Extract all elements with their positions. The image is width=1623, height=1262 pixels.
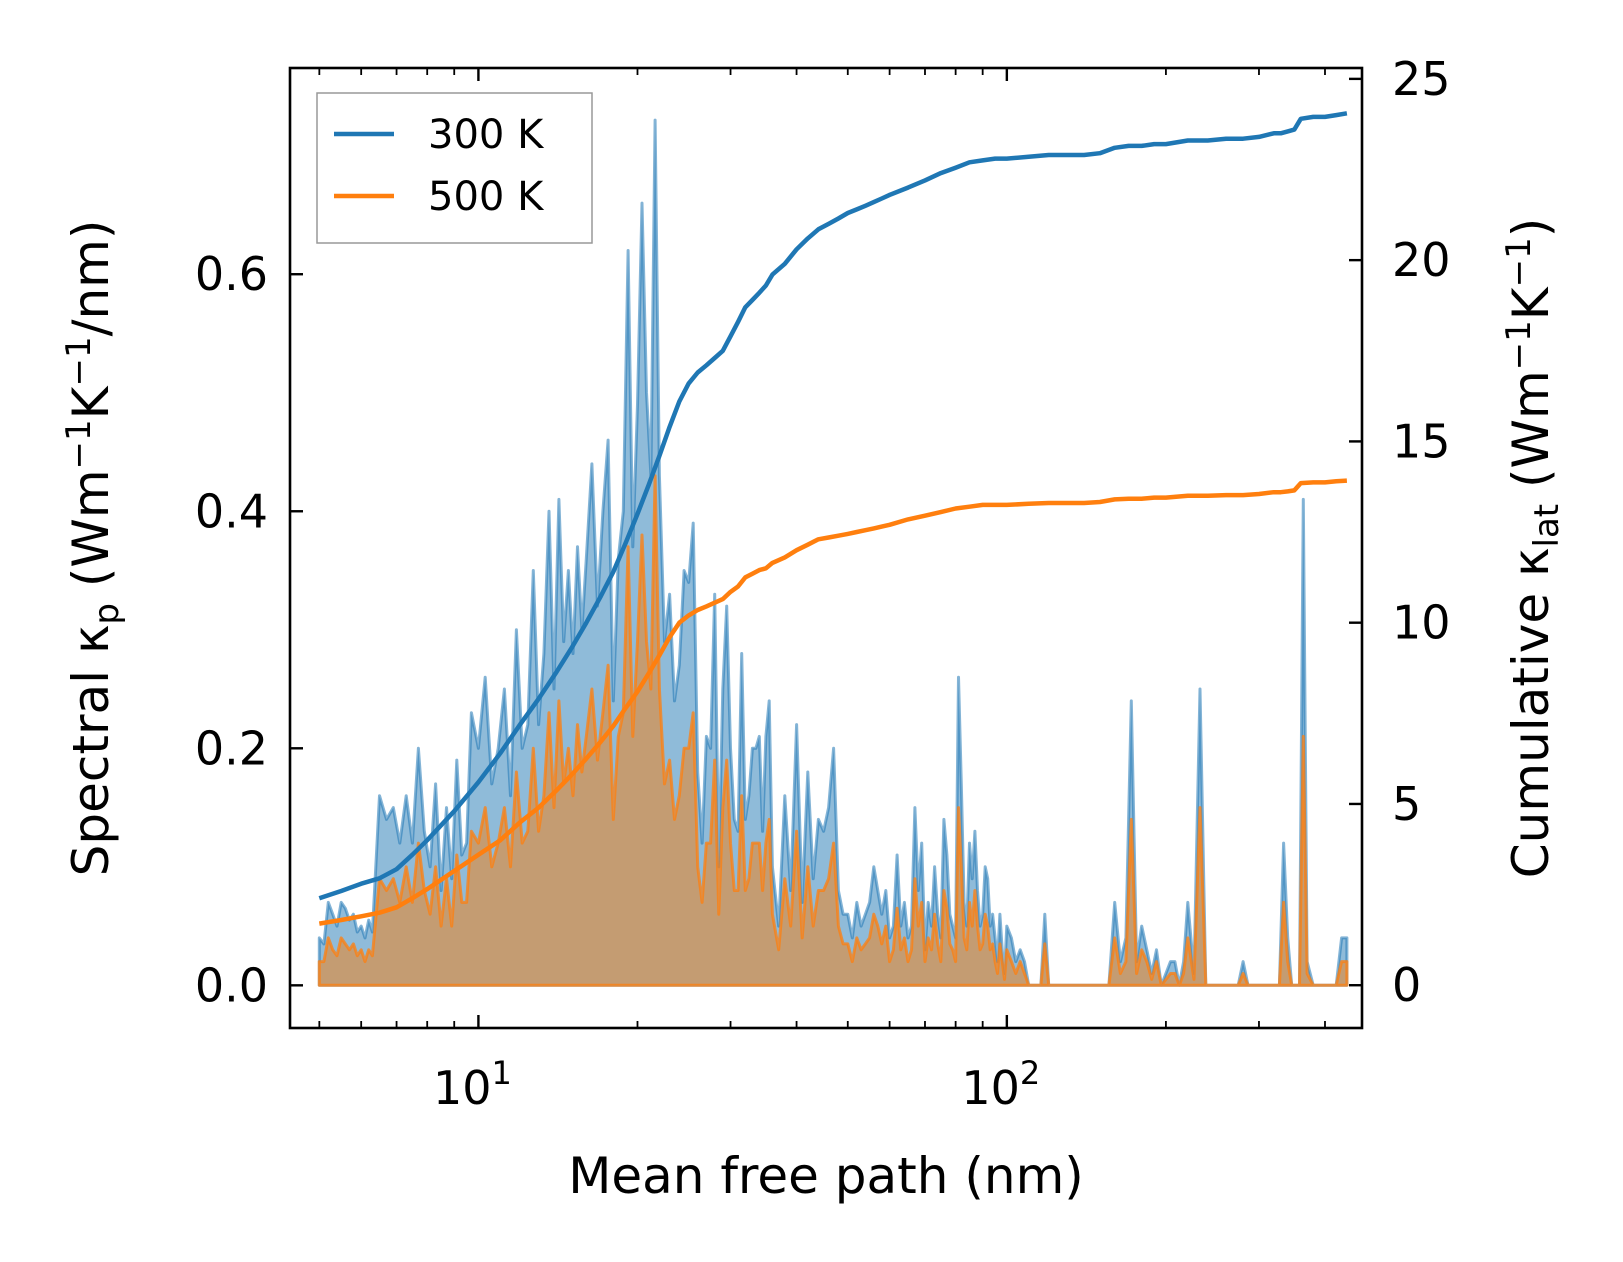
legend-box	[316, 92, 593, 244]
legend: 300 K 500 K	[316, 92, 593, 244]
y-right-tick-label: 0	[1392, 958, 1421, 1012]
spectral-fill-500k	[317, 474, 1349, 987]
legend-label-500k: 500 K	[428, 174, 545, 220]
y-right-tick-label: 10	[1392, 596, 1451, 650]
legend-label-300k: 300 K	[428, 112, 545, 158]
plot-frame	[288, 66, 1364, 1030]
y-right-tick-label: 20	[1392, 233, 1451, 287]
x-tick-label: 102	[961, 1054, 1040, 1115]
axis-ticks: 0.0 0.2 0.4 0.6 0 5 10 15 20 25 101 102	[195, 52, 1451, 1115]
x-axis-label: Mean free path (nm)	[568, 1147, 1084, 1205]
x-tick-label: 101	[433, 1054, 512, 1115]
cumulative-line-500k	[318, 478, 1348, 926]
y-right-tick-label: 15	[1392, 414, 1451, 468]
y-left-tick-label: 0.4	[195, 484, 268, 538]
y-axis-label-right: Cumulative κlat (Wm−1K−1)	[1499, 218, 1567, 878]
y-left-tick-label: 0.2	[195, 721, 268, 775]
y-left-tick-label: 0.6	[195, 247, 268, 301]
cumulative-lines	[318, 111, 1348, 926]
y-left-tick-label: 0.0	[195, 958, 268, 1012]
cumulative-line-300k	[318, 111, 1348, 901]
y-axis-label-left: Spectral κp (Wm−1K−1/nm)	[59, 220, 127, 877]
y-right-tick-label: 5	[1392, 777, 1421, 831]
y-right-tick-label: 25	[1392, 52, 1451, 106]
